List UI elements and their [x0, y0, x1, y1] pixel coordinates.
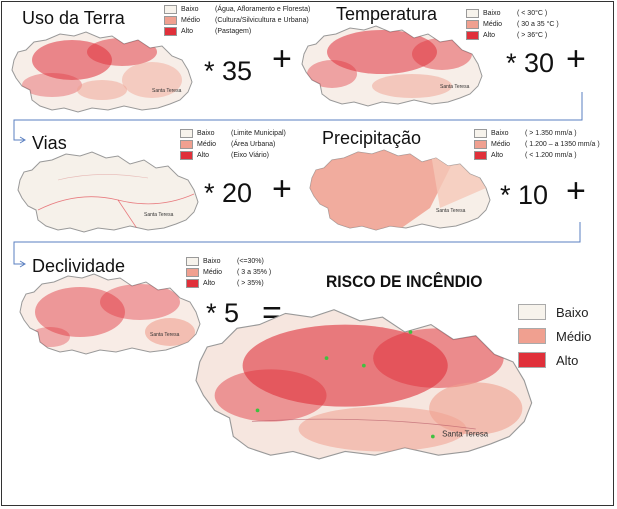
risk-map-point — [324, 356, 329, 361]
decl-legend: Baixo (<=30%) Médio( 3 a 35% ) Alto( > 35… — [186, 256, 271, 289]
temp-title: Temperatura — [336, 4, 438, 24]
uso-legend-alto: Alto (Pastagem) — [164, 26, 310, 37]
vias-legend: Baixo (Limite Municipal) Médio (Área Urban… — [180, 128, 286, 161]
uso-weight: * 35 — [204, 56, 253, 86]
decl-legend-medio: Médio( 3 a 35% ) — [186, 267, 271, 278]
risk-map-point — [361, 363, 366, 368]
risk-legend-alto: Alto — [518, 348, 591, 372]
vias-place-label: Santa Teresa — [144, 212, 174, 218]
decl-weight: * 5 — [206, 298, 240, 328]
temp-weight: * 30 — [506, 48, 555, 78]
prec-weight: * 10 — [500, 180, 549, 210]
risk-map-point — [430, 434, 435, 439]
baixo-swatch — [518, 304, 546, 320]
baixo-swatch — [474, 129, 487, 138]
vias-legend-alto: Alto (Eixo Viário) — [180, 150, 286, 161]
baixo-swatch — [180, 129, 193, 138]
risk-map-point — [408, 330, 413, 334]
risk-legend: Baixo Médio Alto — [518, 300, 591, 372]
risk-place-label: Santa Teresa — [442, 429, 489, 438]
baixo-swatch — [186, 257, 199, 266]
uso-legend-medio: Médio (Cultura/Silvicultura e Urbana) — [164, 15, 310, 26]
risk-map: Santa Teresa — [195, 308, 533, 460]
decl-place-label: Santa Teresa — [150, 332, 180, 338]
alto-swatch — [186, 279, 199, 288]
uso-place-label: Santa Teresa — [152, 88, 182, 94]
risk-map-patches — [214, 324, 523, 452]
temp-place-label: Santa Teresa — [440, 84, 470, 90]
vias-map-roads — [37, 174, 195, 231]
medio-swatch — [164, 16, 177, 25]
vias-weight: * 20 — [204, 178, 253, 208]
vias-title: Vias — [32, 133, 67, 153]
temp-operator: + — [566, 40, 586, 78]
uso-map: Santa Teresa — [11, 31, 193, 113]
alto-swatch — [466, 31, 479, 40]
prec-legend-alto: Alto( < 1.200 mm/a ) — [474, 150, 600, 161]
prec-operator: + — [566, 172, 586, 210]
uso-legend: Baixo (Água, Afloramento e Floresta) Médi… — [164, 4, 310, 37]
uso-legend-baixo: Baixo (Água, Afloramento e Floresta) — [164, 4, 310, 15]
vias-operator: + — [272, 170, 292, 208]
prec-place-label: Santa Teresa — [436, 208, 466, 214]
uso-operator: + — [272, 40, 292, 78]
baixo-swatch — [466, 9, 479, 18]
prec-legend-baixo: Baixo( > 1.350 mm/a ) — [474, 128, 600, 139]
medio-swatch — [466, 20, 479, 29]
temp-map: Santa Teresa — [301, 25, 483, 107]
risk-legend-medio: Médio — [518, 324, 591, 348]
vias-map: Santa Teresa — [17, 151, 199, 233]
vias-legend-baixo: Baixo (Limite Municipal) — [180, 128, 286, 139]
temp-legend-alto: Alto( > 36°C ) — [466, 30, 559, 41]
alto-swatch — [518, 352, 546, 368]
prec-title: Precipitação — [322, 128, 422, 148]
uso-title: Uso da Terra — [22, 8, 125, 28]
risk-map-point — [255, 408, 260, 413]
medio-swatch — [518, 328, 546, 344]
decl-map: Santa Teresa — [19, 273, 201, 355]
decl-title: Declividade — [32, 256, 126, 276]
uso-map-patches — [22, 38, 182, 100]
decl-legend-alto: Alto( > 35%) — [186, 278, 271, 289]
temp-map-patches — [307, 30, 472, 98]
medio-swatch — [186, 268, 199, 277]
medio-swatch — [180, 140, 193, 149]
decl-legend-baixo: Baixo (<=30%) — [186, 256, 271, 267]
alto-swatch — [180, 151, 193, 160]
baixo-swatch — [164, 5, 177, 14]
temp-legend: Baixo( < 30°C ) Médio( 30 a 35 °C ) Alto… — [466, 8, 559, 41]
temp-legend-medio: Médio( 30 a 35 °C ) — [466, 19, 559, 30]
risk-legend-baixo: Baixo — [518, 300, 591, 324]
decl-map-patches — [30, 284, 195, 347]
alto-swatch — [474, 151, 487, 160]
prec-legend: Baixo( > 1.350 mm/a ) Médio( 1.200 – a 1… — [474, 128, 600, 161]
prec-legend-medio: Médio( 1.200 – a 1350 mm/a ) — [474, 139, 600, 150]
risk-title: RISCO DE INCÊNDIO — [326, 272, 483, 291]
vias-legend-medio: Médio (Área Urbana) — [180, 139, 286, 150]
medio-swatch — [474, 140, 487, 149]
prec-map: Santa Teresa — [309, 149, 491, 231]
alto-swatch — [164, 27, 177, 36]
temp-legend-baixo: Baixo( < 30°C ) — [466, 8, 559, 19]
